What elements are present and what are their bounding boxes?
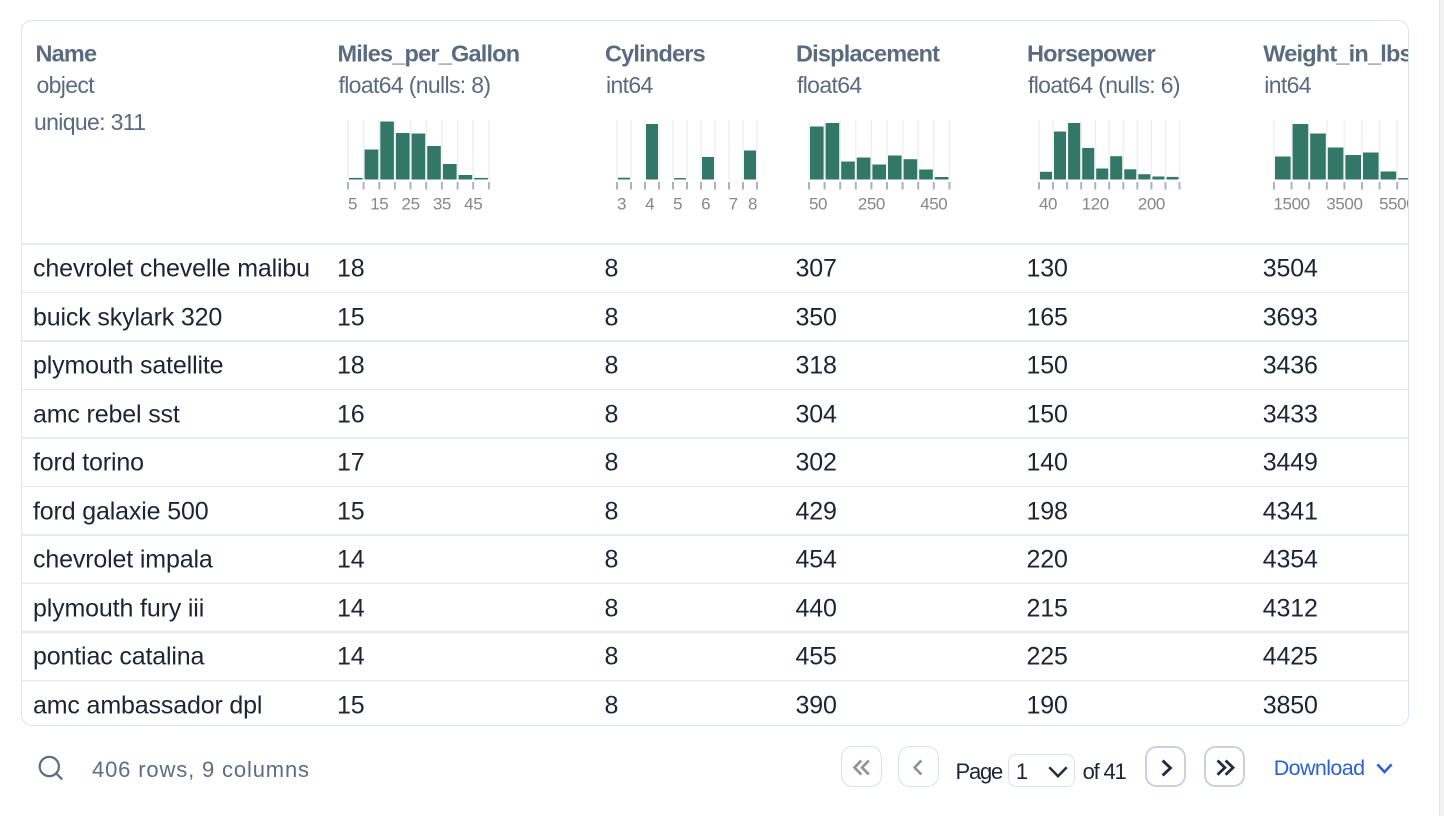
svg-text:3: 3 [617,195,626,214]
svg-text:1500: 1500 [1273,195,1309,214]
svg-text:25: 25 [402,195,420,214]
svg-text:4: 4 [645,195,654,214]
svg-text:5500: 5500 [1379,195,1409,214]
svg-text:35: 35 [433,195,451,214]
svg-text:6: 6 [701,195,710,214]
svg-text:50: 50 [809,195,827,214]
svg-text:3500: 3500 [1326,195,1362,214]
svg-text:5: 5 [348,195,357,214]
svg-text:40: 40 [1039,195,1057,214]
svg-text:45: 45 [464,195,482,214]
svg-text:450: 450 [920,195,947,214]
svg-text:200: 200 [1138,195,1165,214]
svg-text:250: 250 [858,195,885,214]
svg-text:15: 15 [370,195,388,214]
svg-text:8: 8 [748,195,757,214]
svg-text:120: 120 [1081,195,1108,214]
svg-text:7: 7 [728,195,737,214]
svg-text:5: 5 [673,195,682,214]
